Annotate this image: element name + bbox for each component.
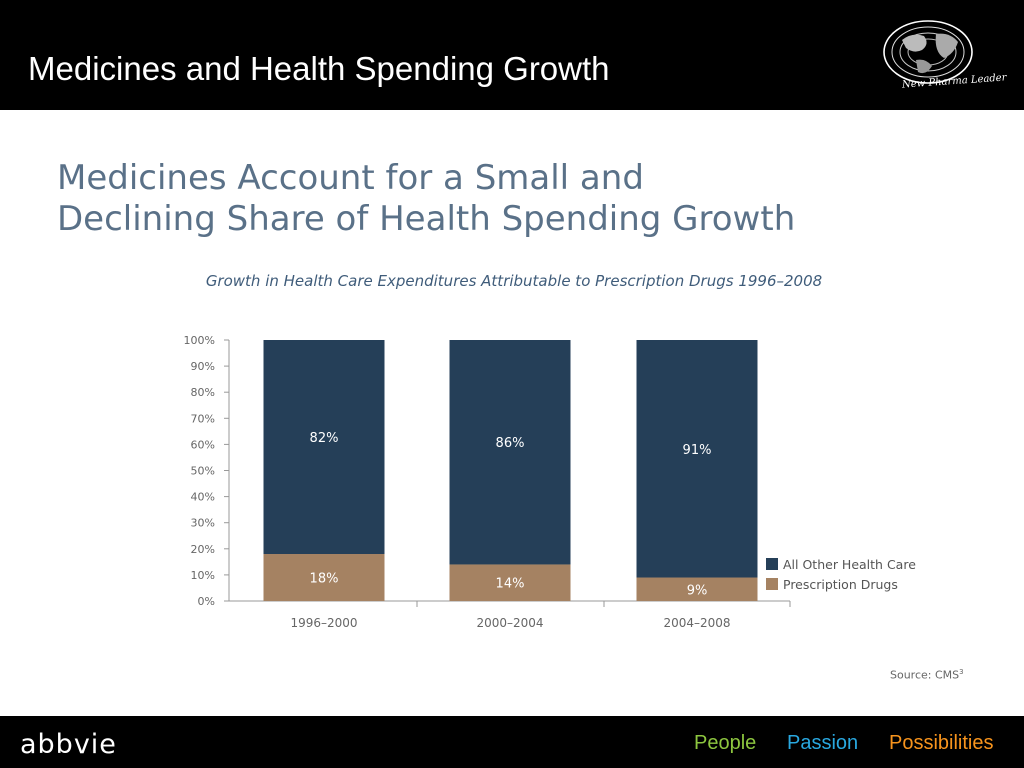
data-label-prescription: 18%: [310, 572, 339, 587]
chart-title: Growth in Health Care Expenditures Attri…: [205, 272, 823, 290]
x-tick-label: 1996–2000: [290, 616, 357, 630]
headline: Medicines Account for a Small and Declin…: [57, 158, 795, 240]
title-bar: Medicines and Health Spending Growth New…: [0, 0, 1024, 110]
source-superscript: 3: [959, 668, 964, 676]
bar-prescription-drugs: [636, 577, 758, 601]
legend-swatch: [766, 558, 778, 570]
data-label-all-other: 86%: [496, 436, 525, 451]
headline-line-1: Medicines Account for a Small and: [57, 158, 644, 198]
data-label-all-other: 91%: [683, 443, 712, 458]
globe-fingerprint-logo: [883, 20, 973, 84]
y-tick-label: 80%: [191, 386, 215, 399]
footer-bar: [0, 716, 1024, 768]
tagline-passion: Passion: [787, 732, 859, 754]
y-tick-label: 60%: [191, 438, 215, 451]
data-label-prescription: 14%: [496, 577, 525, 592]
y-tick-label: 10%: [191, 569, 215, 582]
y-tick-label: 40%: [191, 491, 215, 504]
source-text: Source: CMS: [890, 668, 960, 682]
data-label-all-other: 82%: [310, 431, 339, 446]
tagline-people: People: [694, 732, 757, 754]
legend-label: All Other Health Care: [783, 557, 916, 572]
y-tick-label: 30%: [191, 517, 215, 530]
legend-swatch: [766, 578, 778, 590]
tagline-possibilities: Possibilities: [889, 732, 994, 754]
legend-label: Prescription Drugs: [783, 577, 898, 592]
y-tick-label: 20%: [191, 543, 215, 556]
y-tick-label: 0%: [198, 595, 215, 608]
headline-line-2: Declining Share of Health Spending Growt…: [57, 199, 796, 239]
data-label-prescription: 9%: [687, 583, 708, 598]
y-tick-label: 50%: [191, 465, 215, 478]
x-tick-label: 2004–2008: [663, 616, 730, 630]
bar-prescription-drugs: [449, 564, 571, 601]
x-tick-label: 2000–2004: [476, 616, 543, 630]
source-note: Source: CMS3: [890, 668, 964, 682]
y-tick-label: 100%: [184, 334, 215, 347]
slide-title: Medicines and Health Spending Growth: [28, 50, 610, 87]
bar-all-other-health-care: [263, 340, 385, 555]
abbvie-logo: abbvie: [20, 729, 117, 760]
stacked-bar-chart: 0% 10% 20% 30% 40% 50% 60% 70% 80% 90% 100% 18% 82% 1…: [184, 334, 917, 630]
y-tick-label: 70%: [191, 412, 215, 425]
bar-prescription-drugs: [263, 554, 385, 601]
bar-all-other-health-care: [636, 340, 758, 578]
bar-all-other-health-care: [449, 340, 571, 565]
y-tick-label: 90%: [191, 360, 215, 373]
